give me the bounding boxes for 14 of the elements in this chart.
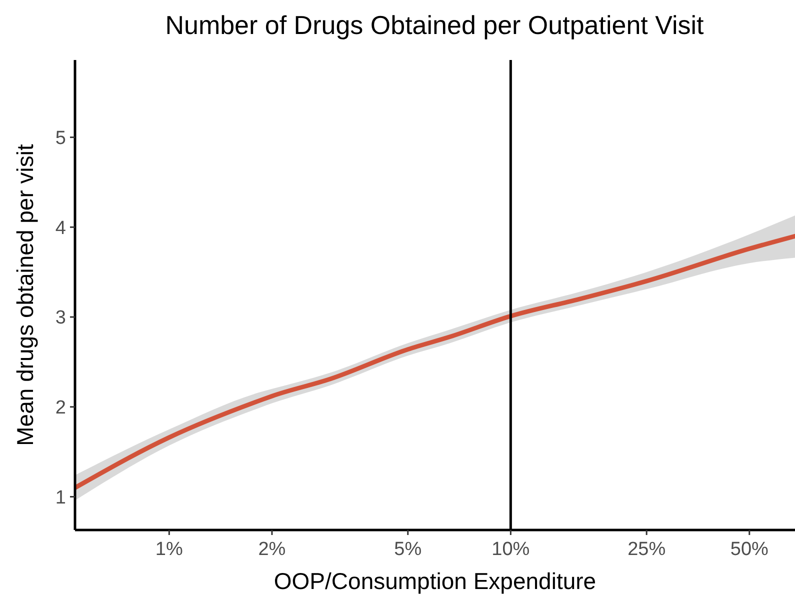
x-axis-title: OOP/Consumption Expenditure: [274, 568, 596, 594]
y-tick-label: 2: [55, 398, 66, 419]
x-tick-label: 10%: [492, 539, 530, 560]
x-tick-label: 2%: [258, 539, 286, 560]
y-tick-label: 5: [55, 128, 66, 149]
x-tick-label: 50%: [730, 539, 769, 560]
y-axis-title: Mean drugs obtained per visit: [12, 144, 38, 446]
x-tick-label: 25%: [628, 539, 666, 560]
y-tick-label: 4: [55, 218, 66, 239]
chart-title: Number of Drugs Obtained per Outpatient Visit: [165, 10, 705, 40]
y-tick-label: 3: [55, 308, 66, 329]
y-tick-label: 1: [55, 487, 66, 508]
x-tick-label: 5%: [394, 539, 422, 560]
x-tick-label: 1%: [155, 539, 183, 560]
